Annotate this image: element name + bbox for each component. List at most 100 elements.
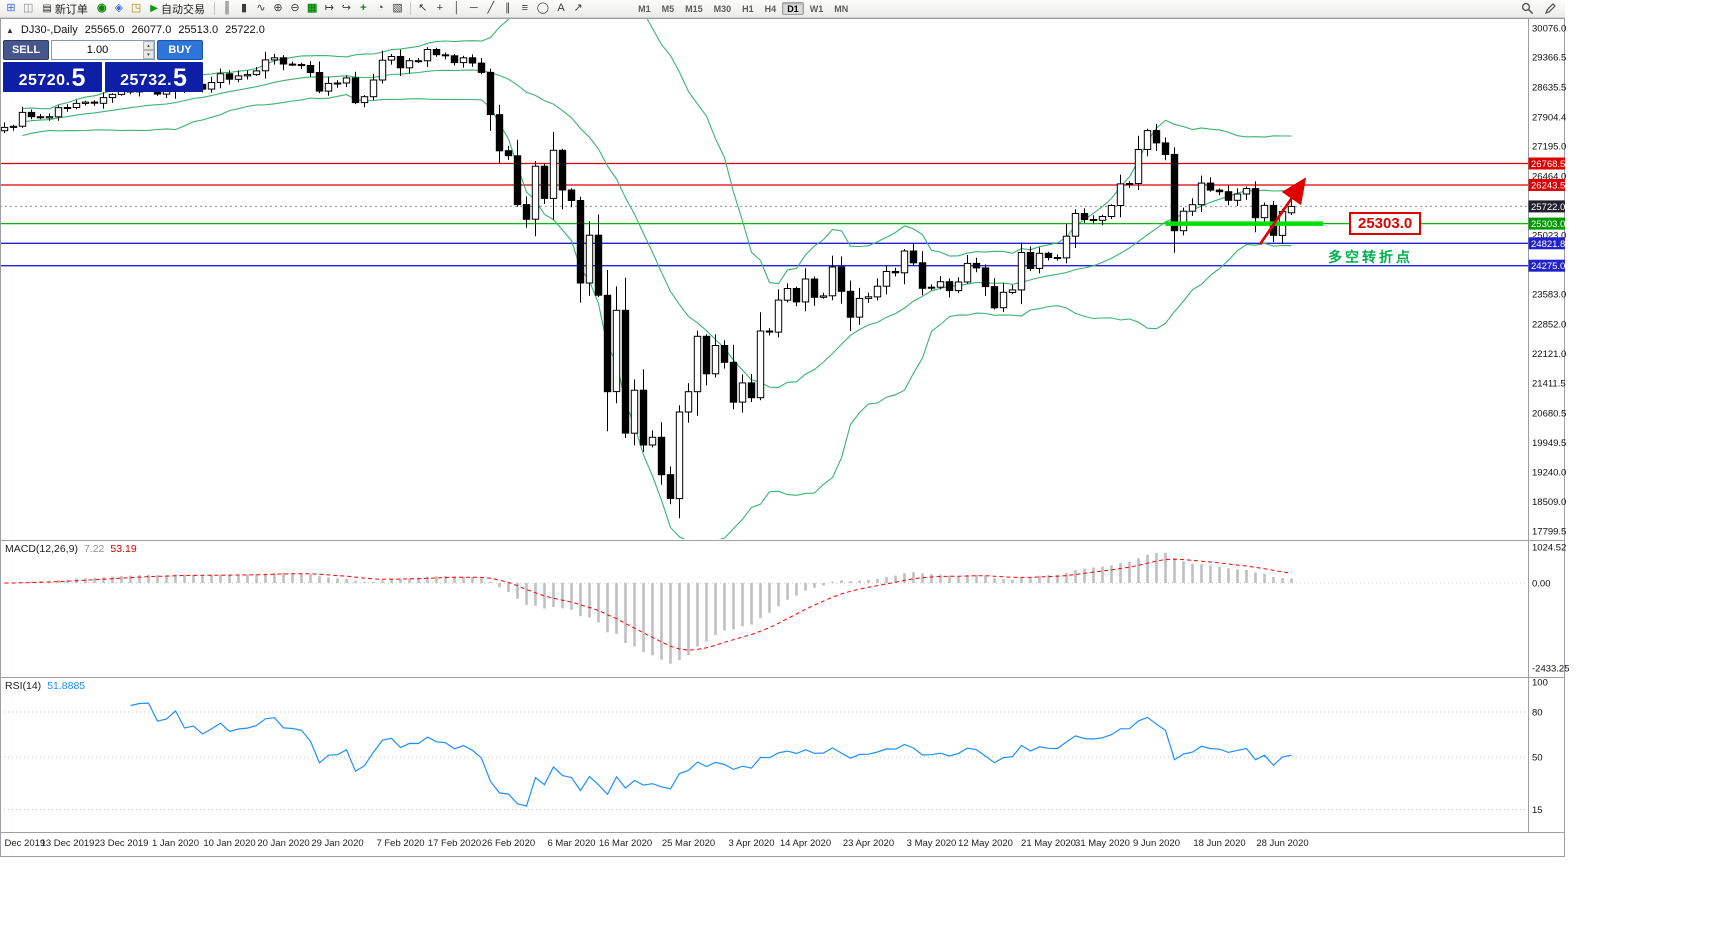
- data-window-icon[interactable]: ◈: [111, 1, 127, 16]
- trendline-icon[interactable]: ╱: [483, 1, 499, 16]
- periods-icon[interactable]: ◔: [372, 1, 388, 16]
- candlestick-chart-icon[interactable]: ▮: [236, 1, 252, 16]
- price-level-annotation[interactable]: 25303.0: [1349, 212, 1422, 235]
- macd-name: MACD(12,26,9): [5, 543, 78, 555]
- timeframe-h4-button[interactable]: H4: [760, 2, 782, 15]
- pane-separator-lines: [0, 18, 1564, 833]
- rsi-pane-resize-handle[interactable]: [0, 674, 1565, 680]
- channel-icon[interactable]: ∥: [500, 1, 516, 16]
- svg-text:80: 80: [1532, 707, 1543, 718]
- svg-text:-2433.25: -2433.25: [1532, 664, 1570, 675]
- rsi-name: RSI(14): [5, 680, 42, 692]
- svg-text:6 Mar 2020: 6 Mar 2020: [547, 838, 595, 849]
- new-order-button[interactable]: ▤ 新订单: [37, 1, 92, 16]
- autotrade-play-icon: ▶: [150, 3, 158, 14]
- shapes-icon[interactable]: ◯: [534, 1, 552, 16]
- one-click-toggle-icon[interactable]: ▲: [6, 25, 14, 35]
- timeframe-h1-button[interactable]: H1: [737, 2, 759, 15]
- svg-text:19949.5: 19949.5: [1532, 438, 1566, 449]
- search-icon[interactable]: [1518, 1, 1537, 16]
- svg-text:19240.0: 19240.0: [1532, 467, 1566, 478]
- svg-text:30076.0: 30076.0: [1532, 23, 1566, 34]
- trend-arrow[interactable]: [1258, 177, 1307, 245]
- rsi-value: 51.8885: [47, 680, 86, 692]
- svg-text:21 May 2020: 21 May 2020: [1021, 838, 1076, 849]
- vertical-line-icon[interactable]: │: [449, 1, 465, 16]
- svg-text:29366.5: 29366.5: [1532, 52, 1566, 63]
- svg-text:Dec 2019: Dec 2019: [5, 838, 46, 849]
- svg-text:22852.0: 22852.0: [1532, 319, 1566, 330]
- svg-text:25023.0: 25023.0: [1532, 230, 1566, 241]
- fibonacci-icon[interactable]: ≡: [517, 1, 533, 16]
- timeframe-m30-button[interactable]: M30: [709, 2, 737, 15]
- svg-text:15: 15: [1532, 805, 1543, 816]
- svg-text:22121.0: 22121.0: [1532, 349, 1566, 360]
- macd-pane-resize-handle[interactable]: [0, 537, 1565, 543]
- bollinger-lower-line: [22, 94, 1292, 539]
- price-tag: 25303.0: [1528, 217, 1565, 230]
- toolbar-right-group: [1518, 1, 1562, 16]
- svg-text:29 Jan 2020: 29 Jan 2020: [311, 838, 363, 849]
- price-axis[interactable]: 30076.0 29366.5 28635.5 27904.4 27195.0 26464…: [1532, 23, 1566, 537]
- auto-scroll-icon[interactable]: ↦: [321, 1, 337, 16]
- cursor-icon[interactable]: ↖: [415, 1, 431, 16]
- line-chart-icon[interactable]: ∿: [253, 1, 269, 16]
- tile-windows-icon[interactable]: ▦: [304, 1, 320, 16]
- profiles-icon[interactable]: ◫: [20, 1, 36, 16]
- zoom-in-icon[interactable]: ⊕: [270, 1, 286, 16]
- autotrading-button[interactable]: ▶ 自动交易: [145, 1, 210, 16]
- buy-button[interactable]: BUY: [157, 40, 203, 60]
- timeframe-m15-button[interactable]: M15: [680, 2, 708, 15]
- svg-text:100: 100: [1532, 677, 1548, 688]
- macd-signal-line: [4, 558, 1292, 651]
- timeframe-toolbar: M1 M5 M15 M30 H1 H4 D1 W1 MN: [633, 2, 853, 15]
- bollinger-middle-line: [22, 69, 1292, 388]
- timeframe-w1-button[interactable]: W1: [805, 2, 829, 15]
- mt4-application-window: ⊞ ◫ ▤ 新订单 ◉ ◈ ◳ ▶ 自动交易 ║ ▮ ∿ ⊕ ⊖ ▦ ↦ ↪ + ◔ ▧ ↖ + │ ─ ╱ ∥ ≡ ◯ A ↗ M1 M5 M…: [0, 0, 1570, 857]
- horizontal-line-icon[interactable]: ─: [466, 1, 482, 16]
- bar-chart-icon[interactable]: ║: [219, 1, 235, 16]
- sell-price-display[interactable]: 25720. 5: [3, 62, 102, 92]
- svg-text:21411.5: 21411.5: [1532, 378, 1566, 389]
- rsi-axis: 100 80 50 15: [1532, 677, 1548, 816]
- timeframe-m1-button[interactable]: M1: [633, 2, 656, 15]
- timeframe-mn-button[interactable]: MN: [829, 2, 853, 15]
- text-icon[interactable]: A: [553, 1, 569, 16]
- buy-price-display[interactable]: 25732. 5: [104, 62, 203, 92]
- timeframe-m5-button[interactable]: M5: [657, 2, 680, 15]
- ohlc-low: 25513.0: [178, 24, 219, 36]
- chart-shift-icon[interactable]: ↪: [338, 1, 354, 16]
- lot-increase-button[interactable]: ▴: [143, 41, 154, 50]
- quick-edit-pencil-icon[interactable]: [1541, 1, 1560, 16]
- terminal-icon[interactable]: ◳: [128, 1, 144, 16]
- svg-text:23583.0: 23583.0: [1532, 289, 1566, 300]
- svg-text:17799.5: 17799.5: [1532, 526, 1566, 537]
- new-chart-icon[interactable]: ⊞: [3, 1, 19, 16]
- crosshair-icon[interactable]: +: [432, 1, 448, 16]
- one-click-trading-panel: SELL 1.00 ▴ ▾ BUY 25720. 5 25732. 5: [3, 40, 203, 92]
- svg-text:26768.5: 26768.5: [1531, 159, 1565, 170]
- timeframe-d1-button[interactable]: D1: [782, 2, 804, 15]
- svg-text:7 Feb 2020: 7 Feb 2020: [376, 838, 424, 849]
- arrows-icon[interactable]: ↗: [570, 1, 586, 16]
- svg-text:28635.5: 28635.5: [1532, 82, 1566, 93]
- lot-size-field[interactable]: 1.00 ▴ ▾: [51, 40, 155, 60]
- svg-text:16 Mar 2020: 16 Mar 2020: [599, 838, 652, 849]
- lot-decrease-button[interactable]: ▾: [143, 50, 154, 59]
- templates-icon[interactable]: ▧: [389, 1, 405, 16]
- macd-main-value: 7.22: [83, 543, 105, 555]
- horizontal-level-lines[interactable]: [0, 162, 1528, 267]
- svg-text:31 May 2020: 31 May 2020: [1075, 838, 1130, 849]
- indicators-icon[interactable]: +: [355, 1, 371, 16]
- svg-text:0.00: 0.00: [1532, 578, 1551, 589]
- sell-button[interactable]: SELL: [3, 40, 49, 60]
- svg-text:50: 50: [1532, 752, 1543, 763]
- market-watch-icon[interactable]: ◉: [94, 1, 110, 16]
- zoom-out-icon[interactable]: ⊖: [287, 1, 303, 16]
- ohlc-open: 25565.0: [84, 24, 125, 36]
- svg-text:1 Jan 2020: 1 Jan 2020: [152, 838, 199, 849]
- svg-text:20680.5: 20680.5: [1532, 408, 1566, 419]
- candles-layer: [1, 47, 1296, 519]
- sell-price-pips: 5: [71, 64, 86, 92]
